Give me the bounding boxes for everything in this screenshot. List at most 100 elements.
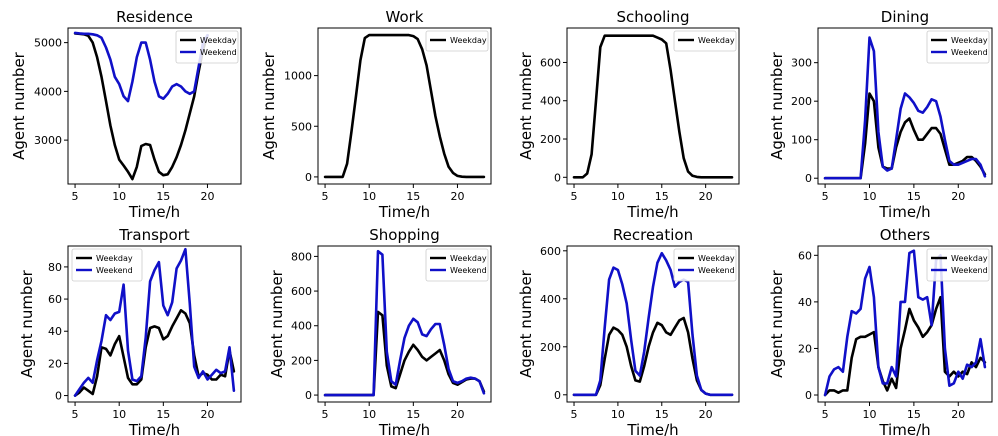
- y-tick-label: 20: [798, 342, 812, 355]
- legend-label-weekend: Weekend: [450, 266, 487, 275]
- y-axis-label: Agent number: [517, 51, 535, 160]
- series-line-weekday: [73, 308, 236, 397]
- chart-title: Transport: [118, 226, 190, 244]
- plot-frame: [317, 27, 492, 185]
- y-tick-label: 200: [791, 95, 812, 108]
- y-tick-label: 100: [791, 134, 812, 147]
- x-tick-label: 15: [907, 408, 921, 421]
- x-tick-label: 10: [611, 408, 625, 421]
- y-tick-label: 400: [540, 293, 561, 306]
- legend: Weekday Weekend: [425, 248, 489, 282]
- y-axis-label: Agent number: [10, 51, 28, 160]
- x-tick-label: 5: [571, 408, 578, 421]
- y-tick-label: 20: [48, 357, 62, 370]
- y-tick-label: 600: [540, 245, 561, 258]
- x-tick-label: 20: [200, 190, 214, 203]
- legend: Weekday Weekend: [926, 248, 990, 282]
- legend-label-weekday: Weekday: [951, 36, 988, 45]
- y-tick-label: 300: [791, 57, 812, 70]
- series-line-weekend: [823, 36, 987, 180]
- y-tick-label: 400: [540, 95, 561, 108]
- chart-title: Work: [386, 8, 424, 26]
- chart-panel-8: Others 5 10 15 20 0 20 40 60 Time/h Agent number We…: [768, 226, 993, 436]
- legend-label-weekday: Weekday: [951, 254, 988, 263]
- x-tick-label: 20: [951, 190, 965, 203]
- x-tick-label: 15: [406, 190, 420, 203]
- series-line-weekday: [823, 295, 987, 397]
- x-tick-label: 20: [450, 408, 464, 421]
- x-axis-label: Time/h: [878, 421, 930, 436]
- x-tick-label: 15: [655, 408, 669, 421]
- x-tick-label: 15: [655, 190, 669, 203]
- y-tick-label: 200: [291, 354, 312, 367]
- y-tick-label: 80: [48, 261, 62, 274]
- legend-label-weekend: Weekend: [698, 266, 735, 275]
- plot-frame: [317, 245, 492, 403]
- x-tick-label: 20: [450, 190, 464, 203]
- y-axis-label: Agent number: [18, 269, 36, 378]
- y-tick-label: 0: [305, 171, 312, 184]
- legend-label-weekday: Weekday: [698, 36, 735, 45]
- x-axis-label: Time/h: [128, 203, 180, 221]
- y-tick-label: 0: [554, 171, 561, 184]
- legend-label-weekday: Weekday: [96, 254, 133, 263]
- legend-label-weekday: Weekday: [450, 254, 487, 263]
- legend-label-weekend: Weekend: [951, 266, 988, 275]
- series-line-weekday: [823, 92, 987, 180]
- x-axis-label: Time/h: [878, 203, 930, 221]
- series-line-weekday: [572, 316, 734, 397]
- series-line-weekday: [323, 33, 486, 179]
- chart-panel-1: Residence 5 10 15 20 3000 4000 5000 Time/h Agent …: [10, 8, 242, 221]
- plot-frame: [817, 245, 993, 403]
- plot-frame: [817, 27, 993, 185]
- y-axis-label: Agent number: [768, 51, 786, 160]
- chart-title: Others: [880, 226, 931, 244]
- legend: Weekday Weekend: [175, 30, 239, 64]
- series-line-weekend: [73, 247, 236, 397]
- x-tick-label: 15: [907, 190, 921, 203]
- y-axis-label: Agent number: [768, 269, 786, 378]
- legend-box: [425, 30, 489, 52]
- y-tick-label: 5000: [34, 37, 62, 50]
- series-line-weekend: [323, 249, 486, 397]
- chart-panel-2: Work 5 10 15 20 0 500 1000 Time/h Agent number Wee…: [260, 8, 492, 221]
- legend-label-weekend: Weekend: [951, 48, 988, 57]
- x-tick-label: 10: [862, 408, 876, 421]
- x-tick-label: 5: [322, 408, 329, 421]
- x-tick-label: 10: [862, 190, 876, 203]
- series-line-weekday: [572, 34, 734, 179]
- y-tick-label: 600: [540, 56, 561, 69]
- x-tick-label: 20: [200, 408, 214, 421]
- x-axis-label: Time/h: [378, 421, 430, 436]
- y-tick-label: 500: [291, 120, 312, 133]
- chart-title: Residence: [116, 8, 193, 26]
- plot-frame: [566, 245, 740, 403]
- x-tick-label: 10: [362, 190, 376, 203]
- y-tick-label: 0: [805, 172, 812, 185]
- y-tick-label: 200: [540, 133, 561, 146]
- y-tick-label: 3000: [34, 134, 62, 147]
- x-axis-label: Time/h: [626, 203, 678, 221]
- x-tick-label: 15: [156, 408, 170, 421]
- series-line-weekend: [572, 251, 734, 397]
- plot-frame: [566, 27, 740, 185]
- y-tick-label: 200: [540, 341, 561, 354]
- y-tick-label: 600: [291, 285, 312, 298]
- legend: Weekday: [673, 30, 737, 52]
- x-tick-label: 5: [571, 190, 578, 203]
- chart-title: Shopping: [369, 226, 439, 244]
- x-tick-label: 15: [406, 408, 420, 421]
- y-tick-label: 60: [48, 293, 62, 306]
- x-tick-label: 5: [822, 408, 829, 421]
- y-tick-label: 40: [798, 296, 812, 309]
- legend-label-weekend: Weekend: [96, 266, 133, 275]
- x-axis-label: Time/h: [626, 421, 678, 436]
- legend: Weekday Weekend: [71, 248, 143, 282]
- chart-panel-5: Transport 5 10 15 20 0 20 40 60 80 Time/h Agent num…: [18, 226, 242, 436]
- y-tick-label: 800: [291, 250, 312, 263]
- y-axis-label: Agent number: [260, 51, 278, 160]
- plot-frame: [67, 27, 242, 185]
